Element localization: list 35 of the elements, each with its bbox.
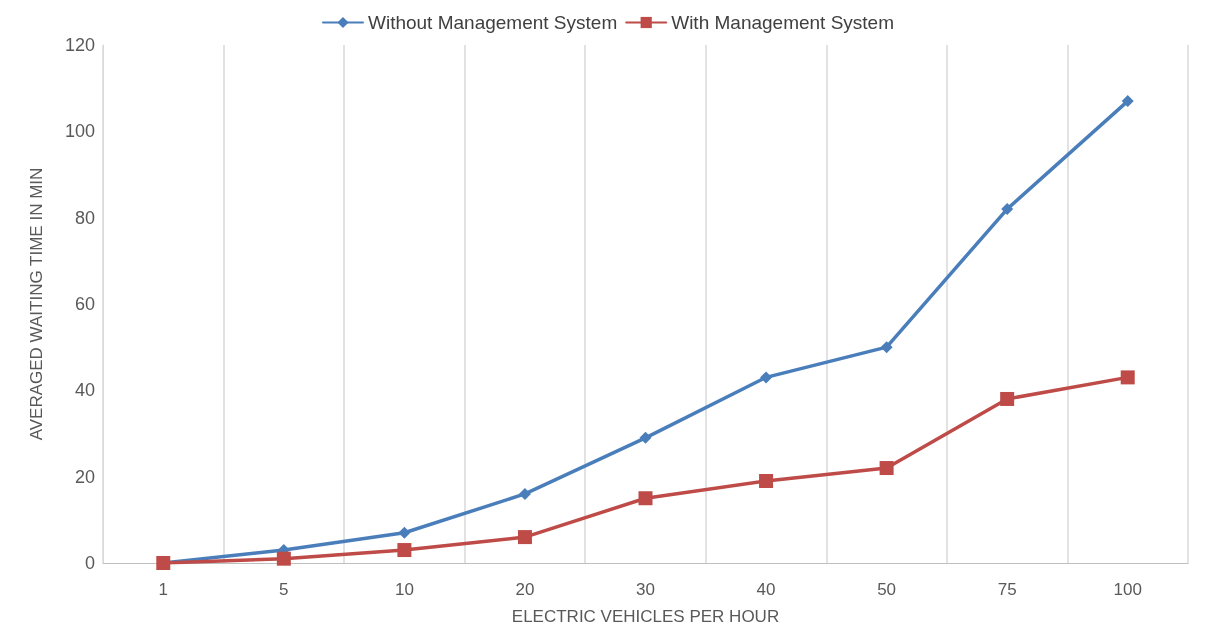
y-tick-label: 120 [64,35,95,55]
point [398,526,411,539]
point [639,431,652,444]
y-tick-label: 0 [84,553,95,573]
y-tick-label: 100 [64,121,95,142]
y-tick-label: 80 [74,207,95,228]
y-tick-label: 20 [74,466,95,487]
x-tick-label: 75 [997,580,1017,599]
point [760,371,773,384]
point [1120,370,1135,385]
x-tick-label: 10 [394,580,414,599]
point [759,473,774,488]
x-tick-label: 30 [636,580,655,599]
x-tick-label: 40 [756,580,776,599]
x-tick-label: 5 [279,580,289,599]
y-tick-label: 40 [74,380,95,401]
legend-label: Without Management System [367,12,618,33]
point [638,491,653,506]
x-tick-label: 50 [877,580,897,599]
x-tick-label: 1 [158,580,169,599]
y-axis-title: AVERAGED WAITING TIME IN MIN [27,167,46,441]
point [276,551,291,566]
point [397,543,412,558]
point [518,487,531,500]
legend-label: With Management System [671,12,895,33]
y-tick-label: 60 [74,294,95,314]
x-axis-title: ELECTRIC VEHICLES PER HOUR [511,607,780,626]
point [880,341,893,354]
point [517,530,532,545]
point [1001,203,1014,216]
point [1121,95,1134,108]
point [1000,391,1015,406]
point [879,461,894,476]
x-tick-label: 100 [1113,580,1142,599]
x-tick-label: 20 [515,580,535,599]
